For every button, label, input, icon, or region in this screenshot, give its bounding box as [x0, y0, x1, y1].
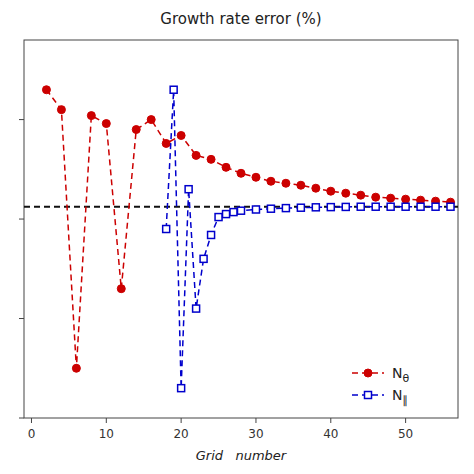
data-point: [312, 184, 320, 192]
plot-frame: [24, 40, 458, 418]
data-point: [72, 364, 80, 372]
data-point: [193, 305, 200, 312]
legend-label-main: N: [392, 365, 402, 381]
legend-label-main: N: [392, 387, 402, 403]
y-tick: [19, 418, 24, 419]
data-point: [163, 226, 170, 233]
data-point: [267, 177, 275, 185]
data-point: [267, 205, 274, 212]
data-point: [357, 203, 364, 210]
y-tick: [19, 119, 24, 120]
x-tick: [330, 418, 331, 423]
data-point: [252, 173, 260, 181]
x-tick: [181, 418, 182, 423]
data-point: [170, 86, 177, 93]
data-point: [207, 155, 215, 163]
data-point: [372, 193, 380, 201]
data-point: [162, 139, 170, 147]
data-point: [327, 204, 334, 211]
data-point: [447, 203, 454, 210]
data-point: [87, 112, 95, 120]
x-tick-label: 50: [398, 427, 413, 441]
data-point: [252, 206, 259, 213]
x-tick-label: 0: [28, 427, 36, 441]
data-point: [208, 231, 215, 238]
data-point: [178, 385, 185, 392]
x-tick-label: 20: [173, 427, 188, 441]
legend-label-sub: ∥: [402, 394, 408, 407]
legend-marker: [365, 392, 372, 399]
data-point: [432, 203, 439, 210]
x-tick: [405, 418, 406, 423]
data-point: [230, 209, 237, 216]
x-tick-label: 30: [248, 427, 263, 441]
legend: NθN∥: [352, 365, 409, 407]
data-point: [342, 189, 350, 197]
data-point: [402, 195, 410, 203]
data-point: [215, 214, 222, 221]
x-tick-label: 40: [323, 427, 338, 441]
data-point: [297, 204, 304, 211]
legend-label-sub: θ: [402, 372, 409, 385]
series-line: [46, 90, 450, 369]
data-point: [200, 255, 207, 262]
data-point: [282, 205, 289, 212]
data-point: [372, 203, 379, 210]
data-point: [185, 186, 192, 193]
x-tick: [255, 418, 256, 423]
data-point: [132, 126, 140, 134]
data-point: [237, 169, 245, 177]
data-point: [297, 181, 305, 189]
data-point: [342, 203, 349, 210]
data-point: [102, 120, 110, 128]
data-point: [238, 207, 245, 214]
title: Growth rate error (%): [160, 10, 321, 28]
data-point: [357, 191, 365, 199]
data-point: [117, 285, 125, 293]
legend-marker: [364, 369, 372, 377]
data-point: [402, 203, 409, 210]
data-point: [417, 203, 424, 210]
x-tick-label: 10: [99, 427, 114, 441]
data-point: [312, 204, 319, 211]
y-tick: [19, 318, 24, 319]
legend-label: Nθ: [392, 365, 409, 385]
data-point: [147, 116, 155, 124]
data-point: [282, 179, 290, 187]
legend-label: N∥: [392, 387, 408, 407]
data-point: [327, 187, 335, 195]
data-point: [57, 106, 65, 114]
x-tick: [106, 418, 107, 423]
data-point: [192, 151, 200, 159]
x-tick: [31, 418, 32, 423]
plot-area: [24, 86, 458, 392]
data-point: [223, 211, 230, 218]
data-point: [222, 163, 230, 171]
data-point: [177, 131, 185, 139]
chart: Growth rate error (%) 0 10 20 30 40 50 Grid num…: [0, 0, 474, 474]
series-line: [166, 90, 450, 388]
data-point: [42, 86, 50, 94]
y-tick: [19, 219, 24, 220]
data-point: [387, 203, 394, 210]
x-axis-label: Grid number: [196, 448, 288, 463]
data-point: [387, 194, 395, 202]
